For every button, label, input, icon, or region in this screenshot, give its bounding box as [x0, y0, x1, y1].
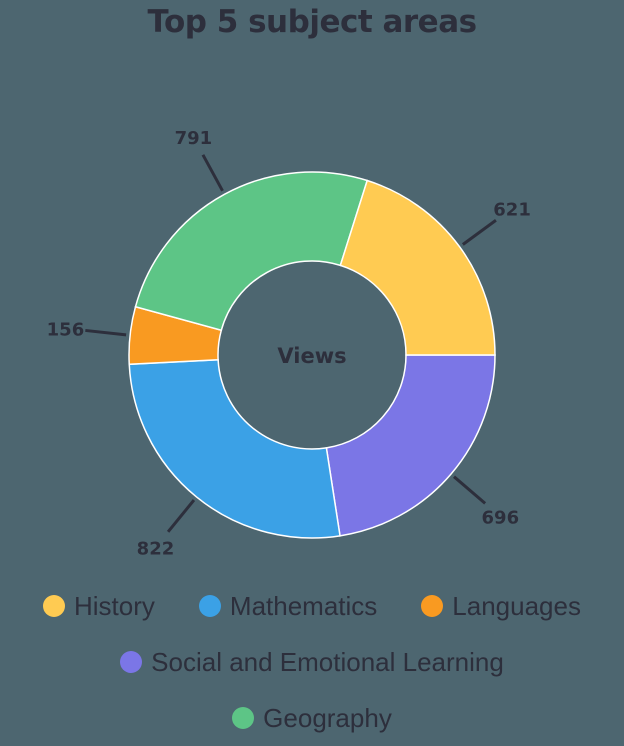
legend-dot-icon: [120, 651, 143, 673]
legend: History Mathematics Languages Social and Em…: [0, 578, 624, 746]
legend-label: History: [74, 590, 155, 621]
center-label: Views: [277, 344, 346, 368]
legend-dot-icon: [421, 595, 444, 617]
legend-label: Geography: [263, 702, 392, 733]
legend-dot-icon: [43, 595, 65, 617]
legend-item-mathematics[interactable]: Mathematics: [198, 590, 378, 622]
slice-social-and-emotional-learning[interactable]: [325, 354, 496, 537]
slice-geography[interactable]: [134, 171, 369, 332]
legend-item-history[interactable]: History: [43, 591, 155, 622]
data-label: 791: [175, 128, 213, 149]
donut-chart: 696 822 156 791 621 Views: [47, 128, 531, 559]
legend-label: Mathematics: [229, 590, 378, 621]
legend-label: Social and Emotional Learning: [151, 646, 504, 677]
legend-row: Geography: [0, 690, 624, 746]
leader-line: [166, 499, 196, 533]
data-label: 621: [493, 199, 531, 220]
legend-item-geography[interactable]: Geography: [232, 703, 392, 734]
chart-title: Top 5 subject areas: [147, 4, 477, 40]
legend-dot-icon: [232, 707, 255, 729]
legend-item-social-and-emotional-learning[interactable]: Social and Emotional Learning: [120, 647, 504, 678]
leader-line: [461, 219, 497, 246]
leader-line: [85, 328, 127, 337]
data-label: 696: [482, 507, 520, 528]
leader-line: [201, 154, 224, 192]
legend-label: Languages: [452, 590, 581, 621]
legend-row: Social and Emotional Learning: [0, 634, 624, 690]
slice-history[interactable]: [339, 179, 496, 356]
slice-mathematics[interactable]: [128, 358, 341, 539]
leader-line: [453, 475, 487, 505]
legend-row: History Mathematics Languages: [0, 578, 624, 634]
legend-item-languages[interactable]: Languages: [421, 591, 581, 622]
data-label: 822: [137, 538, 175, 559]
data-label: 156: [47, 319, 85, 340]
legend-dot-icon: [198, 595, 221, 617]
